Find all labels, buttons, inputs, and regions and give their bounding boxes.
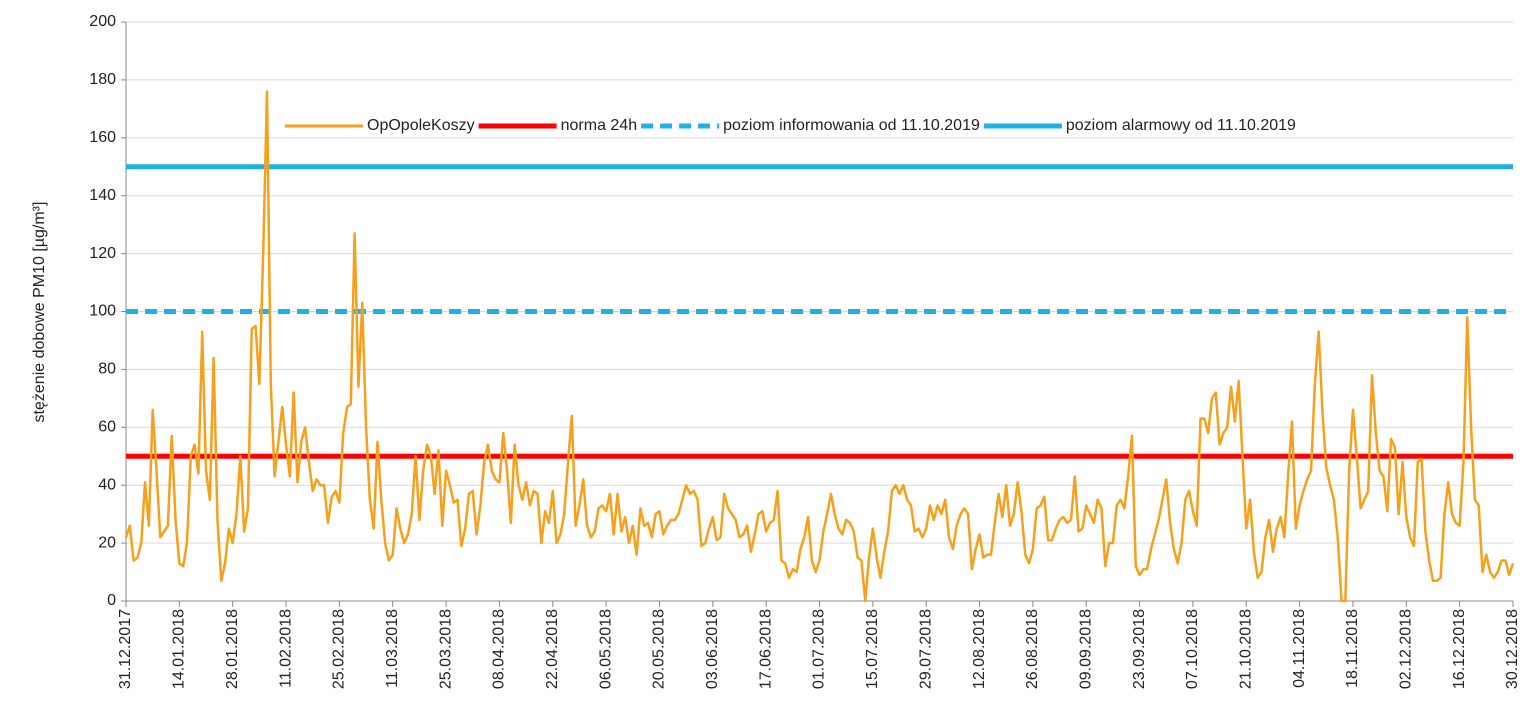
- x-tick-label: 16.12.2018: [1451, 609, 1468, 689]
- legend-label: poziom alarmowy od 11.10.2019: [1066, 117, 1296, 134]
- y-tick-label: 140: [89, 187, 116, 204]
- x-tick-label: 28.01.2018: [224, 609, 241, 689]
- legend-label: OpOpoleKoszy: [367, 117, 475, 134]
- x-tick-label: 04.11.2018: [1291, 609, 1308, 688]
- x-tick-label: 11.02.2018: [277, 609, 294, 688]
- y-tick-label: 160: [89, 129, 116, 146]
- x-tick-label: 30.12.2018: [1504, 609, 1520, 689]
- x-tick-label: 03.06.2018: [704, 609, 721, 689]
- x-tick-label: 29.07.2018: [917, 609, 934, 689]
- y-tick-label: 80: [98, 361, 116, 378]
- y-tick-label: 60: [98, 419, 116, 436]
- x-tick-label: 20.05.2018: [651, 609, 668, 689]
- x-tick-label: 31.12.2017: [117, 609, 134, 689]
- x-tick-label: 23.09.2018: [1131, 609, 1148, 689]
- x-tick-label: 25.03.2018: [437, 609, 454, 689]
- x-tick-label: 25.02.2018: [331, 609, 348, 689]
- x-tick-label: 12.08.2018: [971, 609, 988, 689]
- y-tick-label: 120: [89, 245, 116, 262]
- x-tick-label: 18.11.2018: [1344, 609, 1361, 688]
- x-tick-label: 07.10.2018: [1184, 609, 1201, 689]
- x-tick-label: 02.12.2018: [1398, 609, 1415, 689]
- x-tick-label: 08.04.2018: [491, 609, 508, 689]
- y-tick-label: 180: [89, 71, 116, 88]
- y-tick-label: 200: [89, 13, 116, 30]
- x-tick-label: 06.05.2018: [597, 609, 614, 689]
- x-tick-label: 21.10.2018: [1237, 609, 1254, 689]
- y-tick-label: 100: [89, 303, 116, 320]
- legend-label: norma 24h: [561, 117, 638, 134]
- y-tick-label: 0: [107, 592, 116, 609]
- y-tick-label: 20: [98, 534, 116, 551]
- x-tick-label: 26.08.2018: [1024, 609, 1041, 689]
- x-tick-label: 11.03.2018: [384, 609, 401, 688]
- legend-label: poziom informowania od 11.10.2019: [723, 117, 980, 134]
- x-tick-label: 01.07.2018: [811, 609, 828, 689]
- y-tick-label: 40: [98, 476, 116, 493]
- data-line: [124, 90, 1515, 603]
- x-tick-label: 15.07.2018: [864, 609, 881, 689]
- x-tick-label: 22.04.2018: [544, 609, 561, 689]
- x-tick-label: 09.09.2018: [1077, 609, 1094, 689]
- x-tick-label: 14.01.2018: [171, 609, 188, 689]
- y-axis-label: stężenie dobowe PM10 [µg/m³]: [31, 202, 48, 423]
- x-tick-label: 17.06.2018: [757, 609, 774, 689]
